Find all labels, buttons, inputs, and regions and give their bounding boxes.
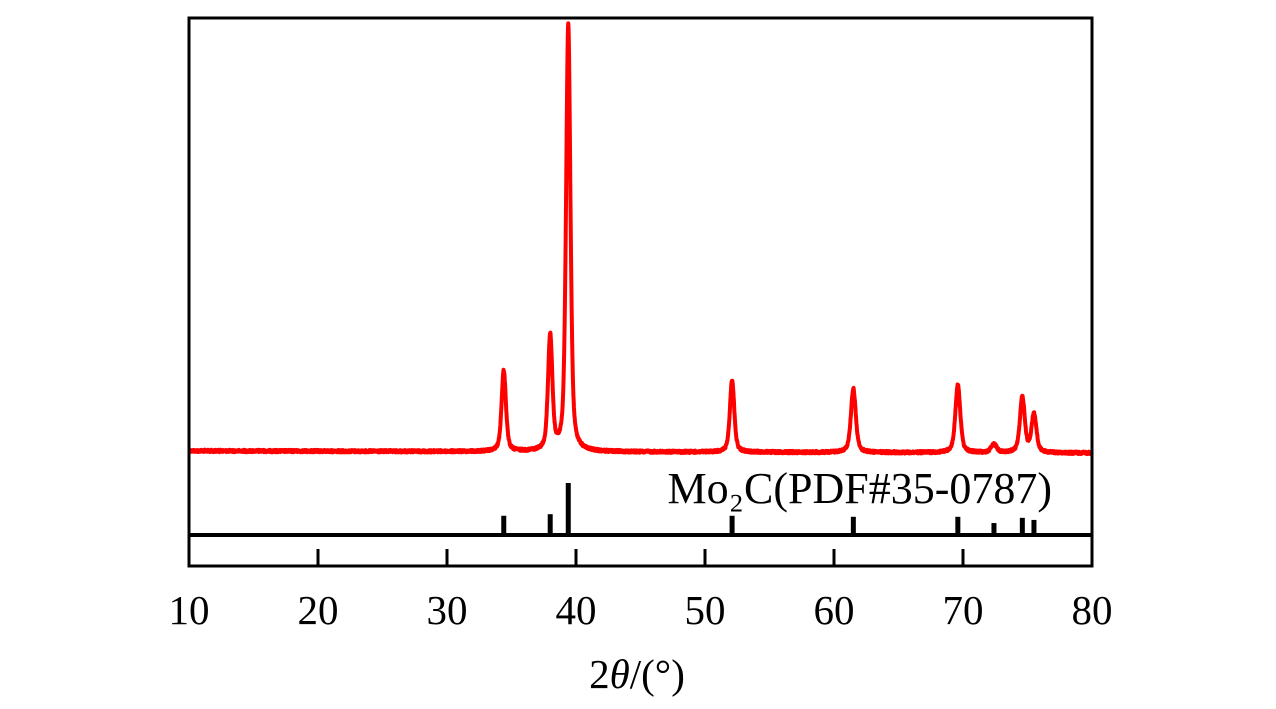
x-tick-label: 40: [556, 587, 597, 633]
reference-sticks: [501, 483, 1037, 535]
x-tick-label: 10: [169, 587, 210, 633]
x-tick-label: 80: [1072, 587, 1113, 633]
x-tick-label: 70: [943, 587, 984, 633]
x-tick-label: 30: [427, 587, 468, 633]
x-axis-ticks: [187, 549, 1094, 566]
reference-label: Mo₂C(PDF#35-0787): [668, 464, 1052, 513]
x-tick-label: 50: [685, 587, 726, 633]
x-tick-labels: 10 20 30 40 50 60 70 80: [169, 587, 1113, 633]
x-axis-label: 2θ/(°): [589, 651, 685, 697]
x-tick-label: 20: [298, 587, 339, 633]
series-line-xrd-pattern: [190, 21, 1091, 457]
x-tick-label: 60: [814, 587, 855, 633]
plot-frame: [187, 16, 1094, 568]
series-group: [190, 21, 1091, 457]
